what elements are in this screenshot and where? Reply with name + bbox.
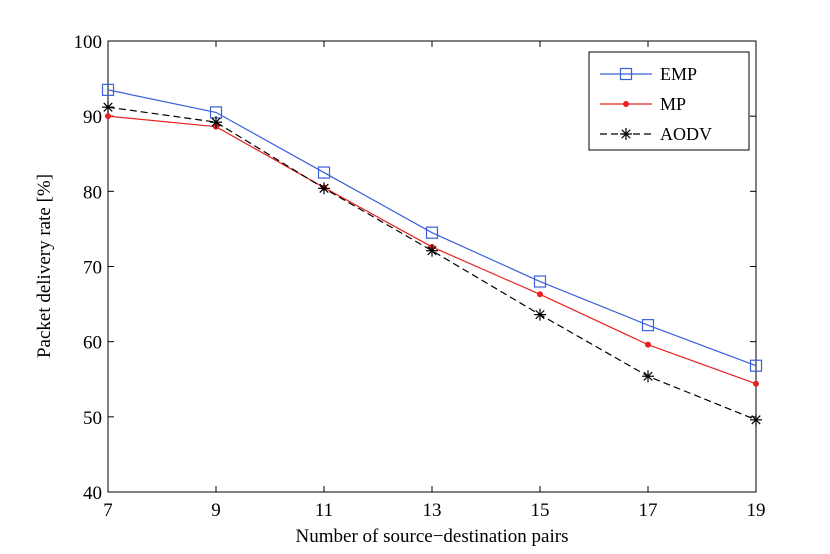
y-tick-label: 90 [83, 107, 102, 128]
series-emp-point [749, 359, 763, 372]
legend: EMP MP AODV [588, 51, 750, 151]
series-aodv-point [102, 101, 114, 114]
legend-mp-label: MP [660, 94, 686, 114]
series-emp-line [107, 89, 757, 367]
series-emp-point [425, 226, 439, 239]
legend-mp-marker [623, 101, 629, 107]
y-tick-label: 80 [83, 182, 102, 203]
axis-ticks: 7 9 11 13 15 17 19 40 50 60 70 80 90 100 [74, 32, 766, 521]
series-aodv-point [750, 413, 762, 426]
y-tick-label: 60 [83, 333, 102, 354]
series-mp-point [645, 341, 651, 348]
legend-aodv-marker [620, 128, 632, 140]
legend-emp-marker [619, 67, 633, 81]
legend-aodv-label: AODV [660, 124, 712, 144]
y-tick-label: 40 [83, 483, 102, 504]
series-emp [101, 83, 763, 372]
x-tick-label: 19 [747, 500, 766, 521]
series-emp-point [101, 83, 115, 96]
series-aodv-point [642, 370, 654, 383]
series-mp-point [753, 380, 759, 387]
x-tick-label: 9 [211, 500, 221, 521]
x-tick-label: 17 [639, 500, 658, 521]
series-aodv-point [210, 116, 222, 129]
series-emp-point [317, 166, 331, 179]
series-aodv [102, 101, 762, 426]
series-mp-point [105, 113, 111, 120]
series-mp-point [537, 291, 543, 298]
y-tick-label: 70 [83, 258, 102, 279]
y-axis-title: Packet delivery rate [%] [34, 174, 55, 358]
x-tick-label: 7 [103, 500, 113, 521]
x-tick-label: 15 [531, 500, 550, 521]
series-aodv-point [426, 244, 438, 257]
x-axis-title: Number of source−destination pairs [296, 526, 569, 547]
series-emp-point [641, 319, 655, 332]
y-tick-label: 50 [83, 408, 102, 429]
x-tick-label: 13 [423, 500, 442, 521]
series-layer [101, 83, 763, 426]
y-tick-label: 100 [74, 32, 103, 53]
x-tick-label: 11 [315, 500, 333, 521]
legend-emp-label: EMP [660, 64, 697, 84]
series-emp-point [533, 275, 547, 288]
series-aodv-point [318, 182, 330, 195]
series-aodv-point [534, 308, 546, 321]
